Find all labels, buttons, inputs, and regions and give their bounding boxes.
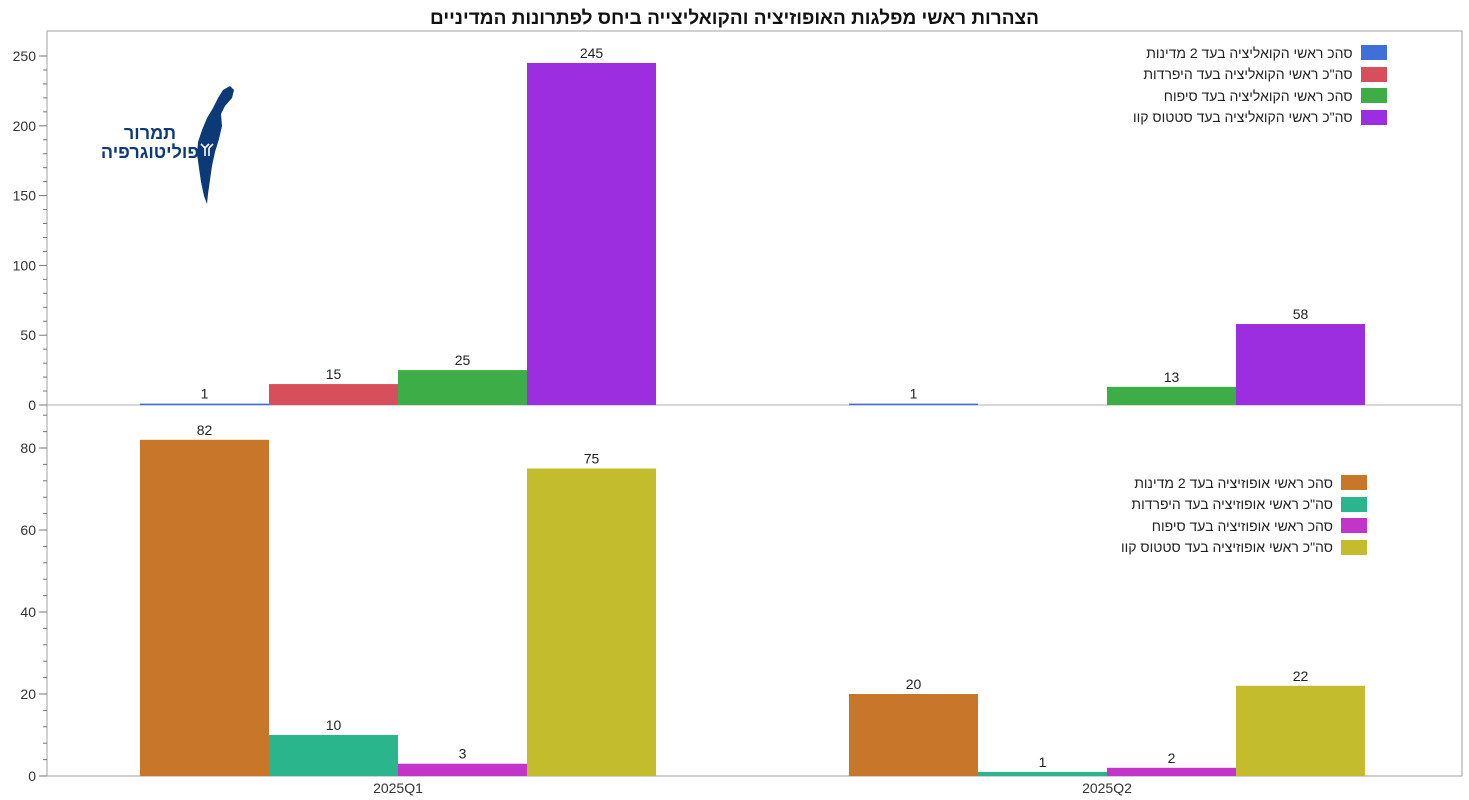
chart-title: הצהרות ראשי מפלגות האופוזיציה והקואליציי… bbox=[430, 8, 1039, 29]
legend-label: סהכ ראשי אופוזיציה בעד סיפוח bbox=[1151, 517, 1333, 534]
bar-coalition bbox=[849, 403, 978, 406]
data-label: 20 bbox=[906, 676, 922, 692]
data-label: 10 bbox=[326, 717, 342, 733]
legend-item: סה"כ ראשי אופוזיציה בעד סטטוס קוו bbox=[1121, 537, 1367, 559]
legend-swatch bbox=[1360, 66, 1387, 82]
bar-opposition bbox=[849, 694, 978, 776]
legend-label: סה"כ ראשי הקואליציה בעד סטטוס קוו bbox=[1133, 109, 1353, 126]
data-label: 82 bbox=[197, 422, 213, 438]
legend-opposition: סהכ ראשי אופוזיציה בעד 2 מדינות סה"כ ראשי… bbox=[1121, 472, 1367, 558]
legend-swatch bbox=[1360, 45, 1387, 61]
data-label: 25 bbox=[455, 352, 471, 368]
y-tick-label: 200 bbox=[13, 118, 37, 134]
legend-swatch bbox=[1340, 475, 1367, 491]
legend-label: סהכ ראשי הקואליציה בעד סיפוח bbox=[1163, 87, 1353, 104]
legend-item: סהכ ראשי אופוזיציה בעד סיפוח bbox=[1121, 515, 1367, 537]
logo-line1: תמרור bbox=[123, 123, 177, 143]
y-tick-label: 0 bbox=[28, 768, 36, 784]
y-tick-label: 20 bbox=[20, 686, 36, 702]
bar-coalition bbox=[269, 384, 398, 405]
logo-line2: פוליטוגרפיה bbox=[100, 142, 200, 162]
y-tick-label: 0 bbox=[28, 397, 36, 413]
data-label: 2 bbox=[1168, 750, 1176, 766]
y-tick-label: 150 bbox=[13, 188, 37, 204]
y-tick-label: 40 bbox=[20, 604, 36, 620]
data-label: 13 bbox=[1164, 369, 1180, 385]
legend-item: סהכ ראשי אופוזיציה בעד 2 מדינות bbox=[1121, 472, 1367, 494]
bar-coalition bbox=[1107, 386, 1236, 405]
x-category-label: 2025Q2 bbox=[1082, 780, 1132, 796]
legend-item: סה"כ ראשי אופוזיציה בעד היפרדות bbox=[1121, 494, 1367, 516]
legend-item: סה"כ ראשי הקואליציה בעד סטטוס קוו bbox=[1133, 107, 1387, 129]
legend-label: סה"כ ראשי הקואליציה בעד היפרדות bbox=[1143, 66, 1353, 83]
x-category-label: 2025Q1 bbox=[373, 780, 423, 796]
bar-opposition bbox=[269, 735, 398, 776]
legend-swatch bbox=[1340, 518, 1367, 534]
israel-map-icon bbox=[197, 86, 234, 204]
legend-item: סהכ ראשי הקואליציה בעד סיפוח bbox=[1133, 85, 1387, 107]
legend-item: סהכ ראשי הקואליציה בעד 2 מדינות bbox=[1133, 42, 1387, 64]
bar-opposition bbox=[1107, 767, 1236, 776]
data-label: 22 bbox=[1293, 668, 1309, 684]
legend-swatch bbox=[1340, 539, 1367, 555]
y-tick-label: 100 bbox=[13, 257, 37, 273]
logo-text: תמרור פוליטוגרפיה bbox=[95, 124, 205, 162]
bar-opposition bbox=[398, 763, 527, 776]
bar-coalition bbox=[1236, 324, 1365, 405]
data-label: 15 bbox=[326, 366, 342, 382]
data-label: 3 bbox=[459, 746, 467, 762]
legend-swatch bbox=[1360, 109, 1387, 125]
y-tick-label: 80 bbox=[20, 440, 36, 456]
data-label: 75 bbox=[584, 451, 600, 467]
bar-coalition bbox=[140, 403, 269, 406]
y-tick-label: 60 bbox=[20, 522, 36, 538]
bar-opposition bbox=[1236, 685, 1365, 776]
legend-label: סהכ ראשי הקואליציה בעד 2 מדינות bbox=[1146, 44, 1353, 61]
logo: תמרור פוליטוגרפיה bbox=[95, 84, 245, 208]
y-tick-label: 250 bbox=[13, 48, 37, 64]
bar-coalition bbox=[398, 370, 527, 405]
legend-label: סהכ ראשי אופוזיציה בעד 2 מדינות bbox=[1134, 474, 1333, 491]
plot-frame bbox=[46, 30, 1463, 777]
bar-opposition bbox=[978, 771, 1107, 776]
data-label: 245 bbox=[580, 45, 604, 61]
y-tick-label: 50 bbox=[20, 327, 36, 343]
data-label: 1 bbox=[910, 386, 918, 402]
data-label: 1 bbox=[201, 386, 209, 402]
data-label: 1 bbox=[1039, 754, 1047, 770]
bar-coalition bbox=[527, 62, 656, 405]
bar-opposition bbox=[527, 468, 656, 776]
legend-label: סה"כ ראשי אופוזיציה בעד היפרדות bbox=[1131, 496, 1333, 513]
legend-swatch bbox=[1340, 496, 1367, 512]
bar-opposition bbox=[140, 439, 269, 776]
legend-label: סה"כ ראשי אופוזיציה בעד סטטוס קוו bbox=[1121, 539, 1333, 556]
legend-coalition: סהכ ראשי הקואליציה בעד 2 מדינות סה"כ ראשי… bbox=[1133, 42, 1387, 128]
legend-item: סה"כ ראשי הקואליציה בעד היפרדות bbox=[1133, 64, 1387, 86]
data-label: 58 bbox=[1293, 306, 1309, 322]
legend-swatch bbox=[1360, 88, 1387, 104]
